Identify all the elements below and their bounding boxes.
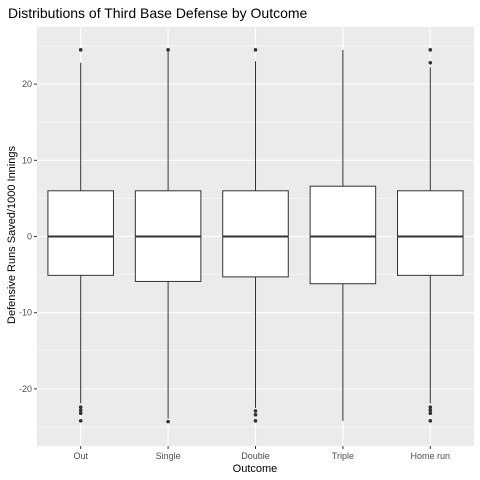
- x-axis: Out Single Double Triple Home run: [73, 446, 450, 461]
- y-tick-label: -20: [19, 384, 32, 394]
- outlier-point: [79, 419, 83, 423]
- outlier-point: [254, 409, 258, 413]
- box-body: [223, 191, 289, 277]
- x-tick-label: Double: [241, 451, 270, 461]
- outlier-point: [429, 411, 433, 415]
- y-axis: -20 -10 0 10 20: [19, 79, 37, 394]
- outlier-point: [429, 48, 433, 52]
- x-tick-label: Triple: [332, 451, 354, 461]
- outlier-point: [429, 61, 433, 65]
- y-tick-label: 20: [22, 79, 32, 89]
- outlier-point: [166, 48, 170, 52]
- x-tick-label: Out: [73, 451, 88, 461]
- box-body: [310, 186, 376, 284]
- y-tick-label: 0: [27, 232, 32, 242]
- y-axis-title: Defensive Runs Saved/1000 Innings: [6, 146, 18, 324]
- y-tick-label: 10: [22, 155, 32, 165]
- outlier-point: [79, 411, 83, 415]
- outlier-point: [429, 419, 433, 423]
- outlier-point: [166, 420, 170, 424]
- x-tick-label: Home run: [411, 451, 451, 461]
- outlier-point: [254, 419, 258, 423]
- x-axis-title: Outcome: [233, 463, 278, 475]
- outlier-point: [254, 413, 258, 417]
- x-tick-label: Single: [156, 451, 181, 461]
- chart-title: Distributions of Third Base Defense by O…: [8, 5, 308, 21]
- box-body: [48, 191, 114, 276]
- outlier-point: [254, 48, 258, 52]
- y-tick-label: -10: [19, 308, 32, 318]
- box-body: [398, 191, 464, 276]
- outlier-point: [79, 48, 83, 52]
